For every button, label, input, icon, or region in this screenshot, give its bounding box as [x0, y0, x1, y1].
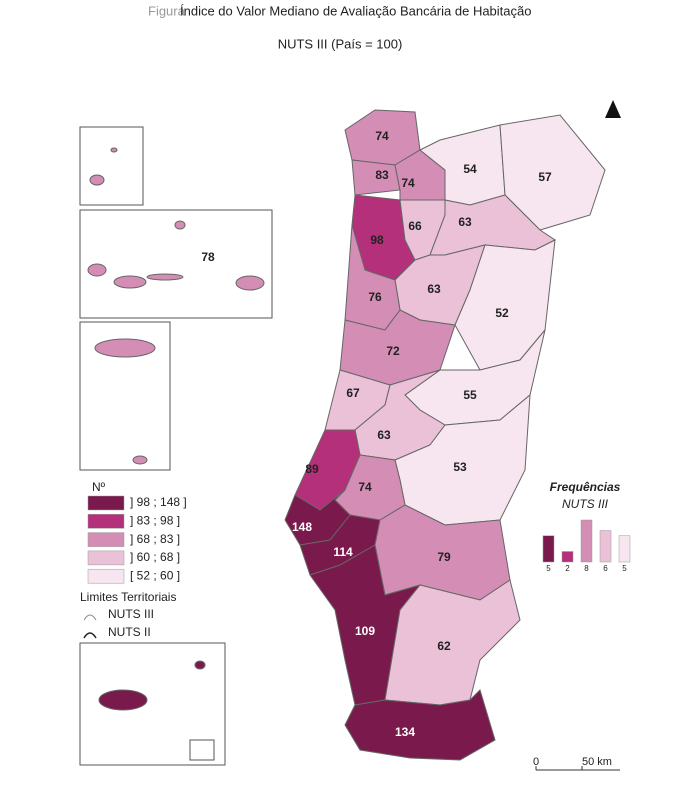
- region-value: 89: [305, 462, 319, 476]
- island: [89, 174, 105, 186]
- legend-swatch: [87, 568, 125, 584]
- freq-title: Frequências: [550, 480, 621, 494]
- region-value: 52: [495, 306, 509, 320]
- legend-swatch: [87, 550, 125, 566]
- boundary-item: NUTS III: [108, 607, 154, 621]
- legend-title: Nº: [92, 480, 106, 494]
- island: [113, 275, 147, 289]
- scale-label: 50 km: [582, 756, 612, 768]
- region-value: 66: [408, 219, 422, 233]
- legend-label: [ 52 ; 60 ]: [130, 568, 180, 582]
- legend-swatch: [87, 532, 125, 547]
- freq-bar: [561, 551, 574, 563]
- inset-box: [79, 126, 144, 206]
- inset-box: [189, 739, 215, 761]
- region-value: 83: [375, 168, 389, 182]
- island: [146, 273, 184, 281]
- legend-swatch: [87, 495, 125, 511]
- region-value: 63: [427, 282, 441, 296]
- island: [235, 275, 265, 291]
- boundary-item: NUTS II: [108, 625, 151, 639]
- freq-bar: [618, 535, 631, 563]
- region-value: 109: [355, 624, 375, 638]
- region-value: 55: [463, 388, 477, 402]
- freq-label: 5: [546, 564, 551, 573]
- region-value: 98: [370, 233, 384, 247]
- freq-label: 5: [622, 564, 627, 573]
- region-value: 67: [346, 386, 360, 400]
- region-value: 74: [375, 129, 389, 143]
- legend-swatch: [87, 514, 125, 529]
- nuts2-icon: [83, 632, 97, 639]
- island: [94, 338, 156, 358]
- region-value: 54: [463, 162, 477, 176]
- freq-bar: [580, 519, 593, 563]
- legend-label: ] 83 ; 98 ]: [130, 513, 180, 527]
- region-value: 74: [401, 176, 415, 190]
- freq-bar: [599, 530, 612, 563]
- region-value: 63: [458, 215, 472, 229]
- legend-label: ] 68 ; 83 ]: [130, 532, 180, 546]
- region-value: 74: [358, 480, 372, 494]
- freq-label: 8: [584, 564, 589, 573]
- region: [384, 579, 521, 706]
- region-value: 62: [437, 639, 451, 653]
- island: [110, 147, 118, 153]
- region-value: 79: [437, 550, 451, 564]
- freq-subtitle: NUTS III: [562, 497, 609, 511]
- inset-box: [79, 209, 273, 319]
- island: [132, 455, 148, 465]
- boundaries-title: Limites Territoriais: [80, 590, 176, 604]
- nuts3-icon: [83, 614, 97, 621]
- scale-label: 0: [533, 756, 539, 768]
- island: [174, 220, 186, 230]
- freq-bar: [542, 535, 555, 563]
- legend-label: ] 98 ; 148 ]: [130, 495, 187, 509]
- region-value: 57: [538, 170, 552, 184]
- region-value: 72: [386, 344, 400, 358]
- region-value: 63: [377, 428, 391, 442]
- north-arrow: [605, 100, 621, 118]
- region-value: 53: [453, 460, 467, 474]
- region-value: 112: [144, 678, 164, 692]
- figure-label: Figura: [148, 3, 186, 18]
- region-value: 114: [333, 545, 353, 559]
- legend-label: ] 60 ; 68 ]: [130, 550, 180, 564]
- region: [344, 689, 496, 761]
- region-value: 78: [201, 250, 215, 264]
- region-value: 148: [292, 520, 312, 534]
- island: [194, 660, 206, 670]
- island: [98, 689, 148, 711]
- freq-label: 2: [565, 564, 570, 573]
- subtitle: NUTS III (País = 100): [278, 36, 403, 51]
- region-value: 134: [395, 725, 415, 739]
- freq-label: 6: [603, 564, 608, 573]
- island: [87, 263, 107, 277]
- region-value: 76: [368, 290, 382, 304]
- title: Índice do Valor Mediano de Avaliação Ban…: [180, 3, 531, 18]
